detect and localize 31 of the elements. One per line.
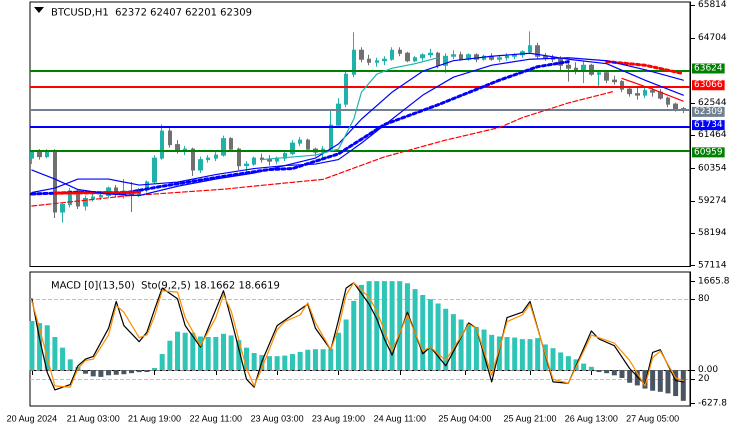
y-tick-label: 62544 bbox=[698, 98, 727, 108]
y-tick-label: 59274 bbox=[698, 196, 727, 206]
x-tick-label: 27 Aug 05:00 bbox=[626, 414, 680, 424]
y-tick-label: 58194 bbox=[698, 228, 727, 238]
text: MACD [0](13,50) Sto(9,2,5) 18.1662 18.6619 bbox=[51, 280, 280, 292]
x-tick-label: 25 Aug 04:00 bbox=[438, 414, 492, 424]
x-tick-label: 24 Aug 11:00 bbox=[374, 414, 426, 424]
y2-tick-label: 20 bbox=[698, 374, 710, 384]
y-tick-label: 61464 bbox=[698, 130, 727, 140]
x-tick-label: 23 Aug 03:00 bbox=[250, 414, 304, 424]
y-tick-label: 1665.8 bbox=[698, 276, 730, 286]
x-tick-label: 22 Aug 11:00 bbox=[190, 414, 242, 424]
y-tick-label: 57114 bbox=[698, 260, 727, 270]
x-tick-label: 23 Aug 19:00 bbox=[312, 414, 365, 424]
ref-line-label: 62309 bbox=[694, 106, 723, 117]
x-tick-label: 25 Aug 21:00 bbox=[504, 414, 557, 424]
x-tick-label: 21 Aug 03:00 bbox=[66, 414, 120, 424]
x-tick-label: 26 Aug 13:00 bbox=[564, 414, 618, 424]
ref-line-label: 63066 bbox=[694, 80, 723, 90]
y-tick-label: -627.8 bbox=[698, 398, 728, 408]
text: BTCUSD,H1 62372 62407 62201 62309 bbox=[51, 8, 252, 18]
y-tick-label: 0.00 bbox=[698, 364, 718, 375]
x-tick-label: 21 Aug 19:00 bbox=[128, 414, 182, 424]
x-tick-label: 20 Aug 2024 bbox=[6, 414, 58, 424]
y-tick-label: 64704 bbox=[698, 33, 727, 44]
ref-line-label: 61734 bbox=[694, 120, 723, 130]
y2-tick-label: 80 bbox=[698, 294, 710, 304]
y-tick-label: 65814 bbox=[698, 0, 727, 10]
ref-line-label: 63624 bbox=[694, 63, 723, 74]
y-tick-label: 60354 bbox=[698, 163, 727, 174]
ref-line-label: 60959 bbox=[694, 147, 723, 158]
